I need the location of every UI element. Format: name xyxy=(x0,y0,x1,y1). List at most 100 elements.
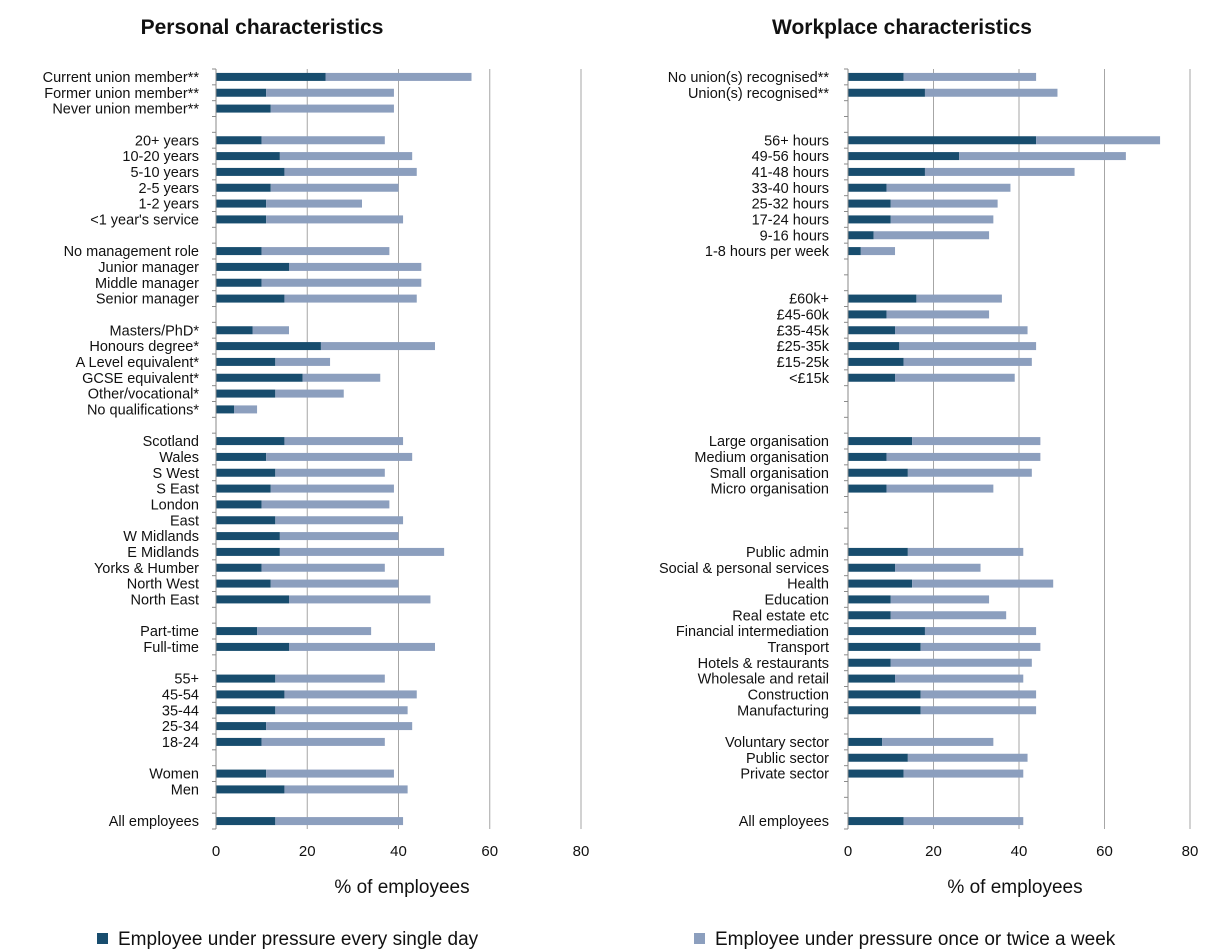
bar-daily xyxy=(848,310,887,319)
bar-weekly xyxy=(261,563,385,572)
bar-daily xyxy=(216,183,271,192)
bar-weekly xyxy=(279,547,445,556)
bar-daily xyxy=(848,627,925,636)
category-label: Public sector xyxy=(746,751,829,767)
category-label: S West xyxy=(153,466,199,482)
legend-label-daily: Employee under pressure every single day xyxy=(118,929,479,949)
category-label: Former union member** xyxy=(44,86,199,102)
bar-daily xyxy=(216,136,262,145)
category-label: No union(s) recognised** xyxy=(668,70,830,86)
category-label: Private sector xyxy=(740,767,829,783)
bar-daily xyxy=(216,500,262,509)
bar-daily xyxy=(216,769,267,778)
bar-daily xyxy=(848,215,891,224)
bar-daily xyxy=(848,183,887,192)
bar-weekly xyxy=(270,104,394,113)
bar-weekly xyxy=(907,468,1032,477)
bar-daily xyxy=(216,690,285,699)
category-label: Senior manager xyxy=(96,292,199,308)
bar-weekly xyxy=(289,262,422,271)
x-tick-label: 20 xyxy=(299,843,316,860)
bar-weekly xyxy=(907,547,1024,556)
x-tick-label: 60 xyxy=(481,843,498,860)
bar-daily xyxy=(848,706,921,715)
bar-daily xyxy=(848,674,896,683)
x-tick-label: 80 xyxy=(573,843,590,860)
legend-item-daily: Employee under pressure every single day xyxy=(97,929,479,949)
category-label: Large organisation xyxy=(709,434,829,450)
category-label: Never union member** xyxy=(52,102,199,118)
category-label: No management role xyxy=(64,244,199,260)
bar-weekly xyxy=(920,690,1037,699)
bar-weekly xyxy=(234,405,258,414)
bar-weekly xyxy=(257,627,372,636)
category-label: 5-10 years xyxy=(130,165,199,181)
bar-weekly xyxy=(261,247,390,256)
bar-daily xyxy=(216,785,285,794)
bar-daily xyxy=(848,167,925,176)
category-label: S East xyxy=(156,482,199,498)
bar-weekly xyxy=(903,357,1032,366)
bar-daily xyxy=(216,262,289,271)
bar-daily xyxy=(216,278,262,287)
category-label: 49-56 hours xyxy=(752,149,829,165)
bar-weekly xyxy=(1036,136,1161,145)
bar-daily xyxy=(848,199,891,208)
bar-daily xyxy=(216,452,267,461)
bar-daily xyxy=(848,136,1037,145)
category-label: 1-2 years xyxy=(139,197,199,213)
bar-weekly xyxy=(886,310,990,319)
category-label: Wholesale and retail xyxy=(698,672,829,688)
legend-swatch-daily xyxy=(97,933,108,944)
bar-weekly xyxy=(266,722,413,731)
category-label: 2-5 years xyxy=(139,181,199,197)
category-label: Medium organisation xyxy=(694,450,829,466)
bar-daily xyxy=(216,642,289,651)
bar-weekly xyxy=(320,342,435,351)
category-label: Men xyxy=(171,782,199,798)
bar-weekly xyxy=(890,658,1032,667)
bar-daily xyxy=(848,72,904,81)
bar-daily xyxy=(848,690,921,699)
bar-weekly xyxy=(890,215,994,224)
category-label: £25-35k xyxy=(777,339,830,355)
bar-weekly xyxy=(907,753,1028,762)
bar-daily xyxy=(216,468,276,477)
x-tick-label: 0 xyxy=(844,843,852,860)
bar-daily xyxy=(216,817,276,826)
bar-daily xyxy=(216,484,271,493)
category-label: Small organisation xyxy=(710,466,829,482)
category-label: East xyxy=(170,513,199,529)
category-label: 17-24 hours xyxy=(752,212,829,228)
bar-daily xyxy=(216,674,276,683)
bar-daily xyxy=(216,516,276,525)
bar-daily xyxy=(848,357,904,366)
x-tick-label: 60 xyxy=(1096,843,1113,860)
bar-daily xyxy=(216,722,267,731)
bar-weekly xyxy=(912,437,1041,446)
category-label: Junior manager xyxy=(98,260,199,276)
bar-weekly xyxy=(270,183,399,192)
bar-weekly xyxy=(302,373,381,382)
bar-daily xyxy=(216,342,321,351)
bar-weekly xyxy=(895,674,1024,683)
bar-weekly xyxy=(873,231,990,240)
bar-weekly xyxy=(903,769,1024,778)
bar-weekly xyxy=(270,484,394,493)
bar-weekly xyxy=(325,72,472,81)
bar-daily xyxy=(848,468,908,477)
bar-weekly xyxy=(275,389,344,398)
bar-weekly xyxy=(284,437,404,446)
legend-swatch-weekly xyxy=(694,933,705,944)
bar-weekly xyxy=(916,294,1002,303)
bar-weekly xyxy=(275,357,331,366)
bar-daily xyxy=(848,294,917,303)
bar-weekly xyxy=(279,152,413,161)
bar-weekly xyxy=(289,595,431,604)
category-label: Yorks & Humber xyxy=(94,561,199,577)
category-label: £45-60k xyxy=(777,307,830,323)
bar-daily xyxy=(216,104,271,113)
category-label: GCSE equivalent* xyxy=(82,371,199,387)
bar-weekly xyxy=(886,183,1011,192)
bar-daily xyxy=(216,389,276,398)
